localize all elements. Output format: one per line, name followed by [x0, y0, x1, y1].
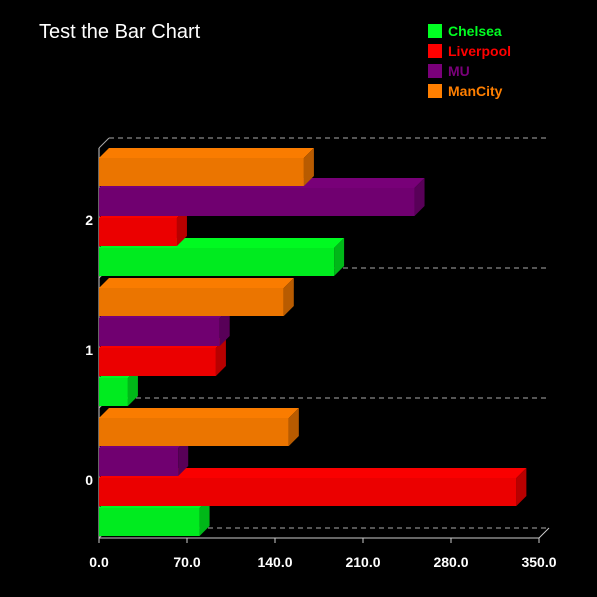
legend-item-mu: MU [428, 61, 511, 81]
x-tick-label: 140.0 [257, 554, 292, 570]
bar-front-face [99, 288, 284, 316]
bar-top-face [99, 408, 299, 418]
bar-side-face [219, 308, 230, 346]
bar-side-face [516, 468, 527, 506]
legend-label-liverpool: Liverpool [448, 43, 512, 59]
bar-front-face [99, 248, 335, 276]
bar-top-face [99, 148, 314, 158]
bar-side-face [215, 338, 226, 376]
legend-swatch-mancity [428, 84, 442, 98]
legend-swatch-mu [428, 64, 442, 78]
y-tick-label: 2 [85, 212, 93, 228]
legend: Chelsea Liverpool MU ManCity [428, 21, 511, 101]
legend-swatch-chelsea [428, 24, 442, 38]
bar-front-face [99, 318, 220, 346]
x-axis-end-edge [538, 527, 550, 539]
bar-mancity-1 [99, 278, 294, 316]
x-tick-label: 0.0 [89, 554, 109, 570]
depth-edge [98, 137, 110, 149]
bar-side-face [176, 208, 187, 246]
x-tick-label: 70.0 [173, 554, 200, 570]
bar-side-face [127, 368, 138, 406]
y-tick-label: 1 [85, 342, 93, 358]
chart-title: Test the Bar Chart [39, 21, 201, 43]
bar-front-face [99, 218, 177, 246]
bar-side-face [178, 438, 189, 476]
bar-side-face [334, 238, 345, 276]
x-tick-label: 280.0 [433, 554, 468, 570]
legend-swatch-liverpool [428, 44, 442, 58]
bar-side-face [414, 178, 425, 216]
bar-top-face [99, 468, 527, 478]
bar-front-face [99, 188, 415, 216]
legend-label-mu: MU [448, 63, 470, 79]
legend-item-mancity: ManCity [428, 81, 511, 101]
bar-front-face [99, 448, 179, 476]
bar-front-face [99, 418, 289, 446]
legend-item-chelsea: Chelsea [428, 21, 511, 41]
bar-side-face [199, 498, 210, 536]
bar-side-face [288, 408, 299, 446]
legend-item-liverpool: Liverpool [428, 41, 511, 61]
bar-mancity-2 [99, 148, 314, 186]
bar-front-face [99, 508, 200, 536]
bar-front-face [99, 378, 128, 406]
bar-mancity-0 [99, 408, 299, 446]
legend-label-mancity: ManCity [448, 83, 503, 99]
bar-front-face [99, 478, 517, 506]
bar-side-face [303, 148, 314, 186]
bar-front-face [99, 158, 304, 186]
bar-front-face [99, 348, 216, 376]
bar-top-face [99, 278, 294, 288]
bar-liverpool-0 [99, 468, 527, 506]
y-tick-label: 0 [85, 472, 93, 488]
legend-label-chelsea: Chelsea [448, 23, 502, 39]
x-tick-label: 210.0 [345, 554, 380, 570]
bar-side-face [283, 278, 294, 316]
x-tick-label: 350.0 [521, 554, 556, 570]
